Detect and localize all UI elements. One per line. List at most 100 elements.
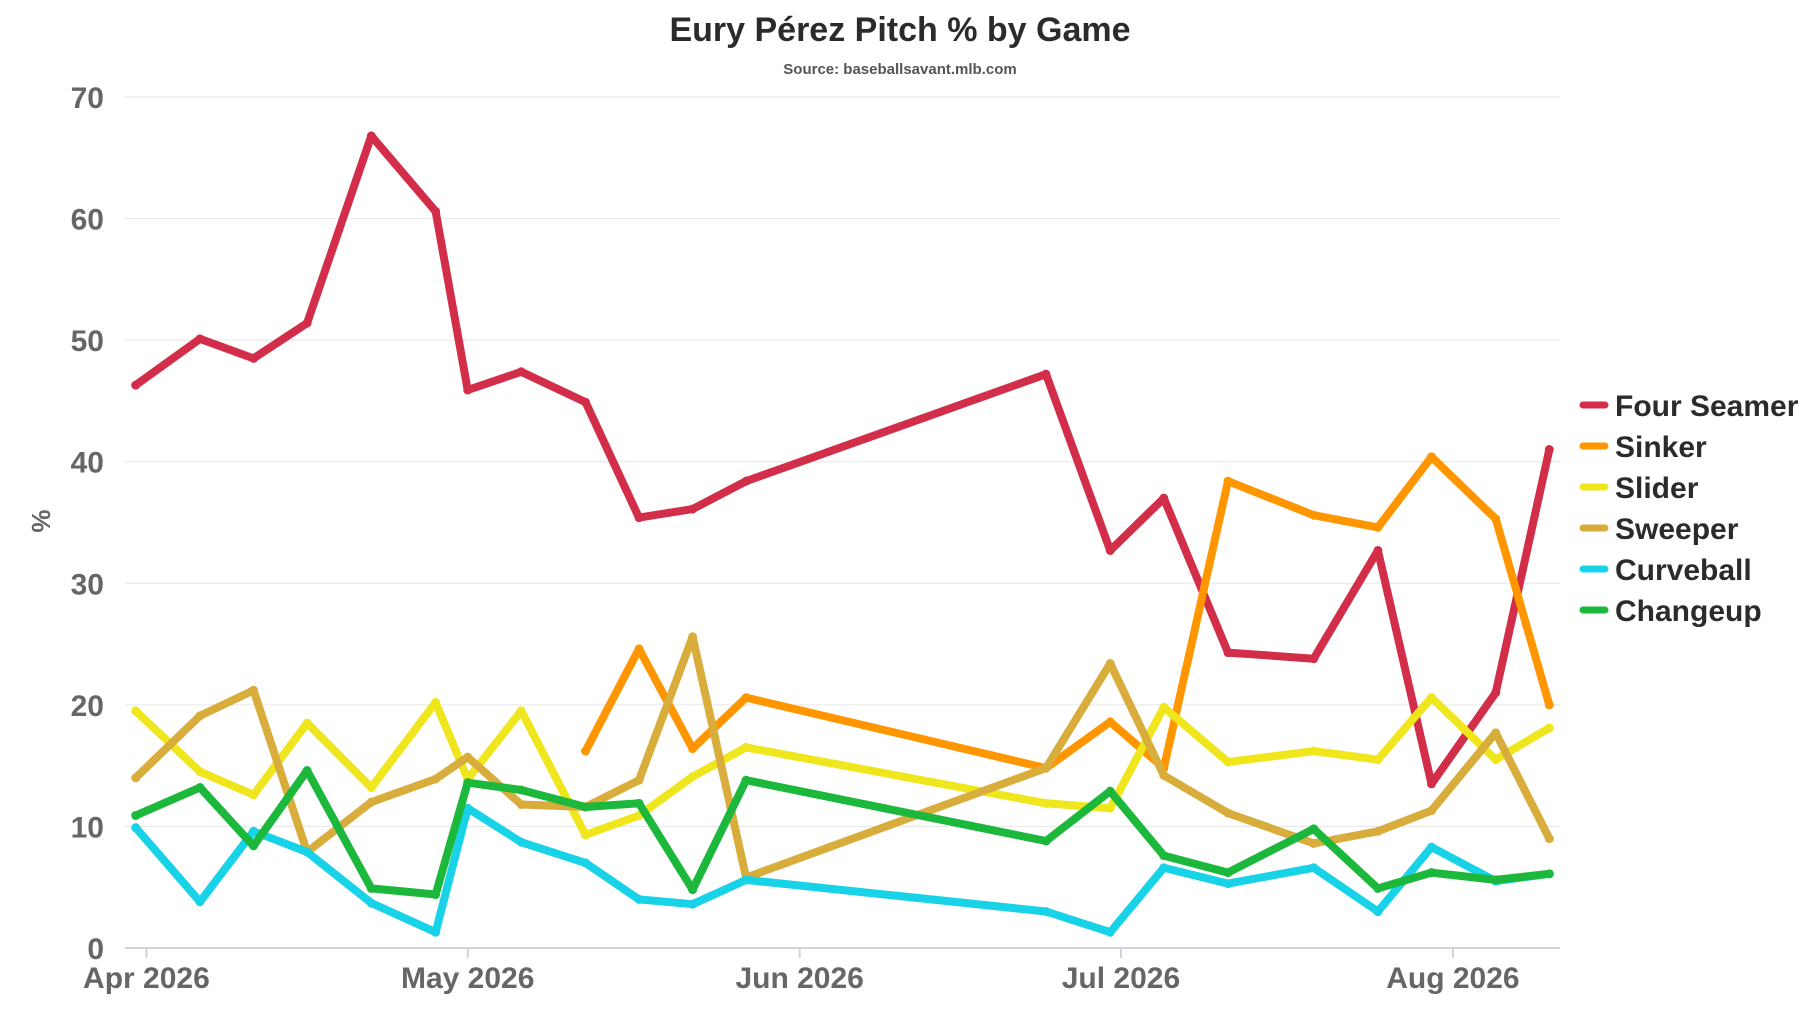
- x-tick-label: Aug 2026: [1386, 962, 1519, 995]
- data-point-changeup: [688, 885, 698, 895]
- data-point-changeup: [1105, 786, 1115, 796]
- data-point-sweeper: [1426, 806, 1436, 816]
- data-point-slider: [741, 742, 751, 752]
- data-point-four-seamer: [1223, 648, 1233, 658]
- x-tick-label: Jun 2026: [735, 962, 863, 995]
- series-changeup: [131, 766, 1554, 900]
- data-point-four-seamer: [366, 131, 376, 141]
- series-four-seamer: [131, 131, 1554, 789]
- data-point-sinker: [580, 746, 590, 756]
- legend-item-sinker[interactable]: Sinker: [1579, 431, 1707, 464]
- data-point-sweeper: [1544, 834, 1554, 844]
- data-point-sweeper: [1491, 728, 1501, 738]
- data-point-sweeper: [1105, 659, 1115, 669]
- data-point-curveball: [1041, 907, 1051, 917]
- data-point-curveball: [516, 837, 526, 847]
- data-point-curveball: [249, 826, 259, 836]
- data-point-slider: [1373, 755, 1383, 765]
- y-tick-label: 0: [87, 933, 104, 966]
- series-line-changeup: [131, 766, 1554, 899]
- y-tick-label: 60: [71, 204, 104, 237]
- legend-item-sweeper[interactable]: Sweeper: [1579, 513, 1739, 546]
- x-axis-ticks: Apr 2026 May 2026 Jun 2026 Jul 2026 Aug 2026: [83, 948, 1520, 995]
- data-point-four-seamer: [1105, 545, 1115, 555]
- data-point-curveball: [131, 823, 141, 833]
- data-point-sweeper: [463, 752, 473, 762]
- data-point-curveball: [580, 858, 590, 868]
- data-point-changeup: [431, 890, 441, 900]
- data-point-sweeper: [195, 711, 205, 721]
- data-point-curveball: [1159, 863, 1169, 873]
- data-point-slider: [1426, 693, 1436, 703]
- legend: Four Seamer Sinker Slider Sweeper Curveball C…: [1579, 390, 1799, 628]
- legend-label: Curveball: [1615, 554, 1752, 587]
- data-point-changeup: [1373, 883, 1383, 893]
- data-point-curveball: [688, 899, 698, 909]
- series-slider: [131, 693, 1554, 840]
- data-point-four-seamer: [302, 318, 312, 328]
- data-point-sweeper: [249, 685, 259, 695]
- data-point-curveball: [1223, 879, 1233, 889]
- data-point-slider: [688, 772, 698, 782]
- legend-item-changeup[interactable]: Changeup: [1579, 595, 1762, 628]
- data-point-changeup: [463, 778, 473, 788]
- data-point-changeup: [1041, 836, 1051, 846]
- data-point-curveball: [741, 875, 751, 885]
- data-point-curveball: [1373, 907, 1383, 917]
- data-point-curveball: [1105, 927, 1115, 937]
- data-point-four-seamer: [131, 380, 141, 390]
- legend-item-curveball[interactable]: Curveball: [1579, 554, 1752, 587]
- data-point-changeup: [195, 783, 205, 793]
- data-point-sinker: [1223, 476, 1233, 486]
- chart-subtitle: Source: baseballsavant.mlb.com: [783, 61, 1016, 78]
- data-point-sweeper: [1223, 808, 1233, 818]
- data-point-four-seamer: [741, 476, 751, 486]
- data-point-changeup: [1223, 868, 1233, 878]
- data-point-four-seamer: [634, 513, 644, 523]
- data-point-sweeper: [1041, 763, 1051, 773]
- data-point-slider: [1223, 757, 1233, 767]
- data-point-slider: [1491, 755, 1501, 765]
- data-point-changeup: [249, 841, 259, 851]
- data-point-sweeper: [516, 800, 526, 810]
- data-point-slider: [431, 697, 441, 707]
- data-point-sinker: [1105, 717, 1115, 727]
- data-point-changeup: [580, 802, 590, 812]
- legend-item-four-seamer[interactable]: Four Seamer: [1579, 390, 1799, 423]
- series-line-four-seamer: [131, 131, 1554, 788]
- y-tick-label: 70: [71, 82, 104, 115]
- legend-item-slider[interactable]: Slider: [1579, 472, 1699, 505]
- data-point-slider: [1105, 803, 1115, 813]
- data-point-four-seamer: [1373, 545, 1383, 555]
- data-point-four-seamer: [463, 385, 473, 395]
- data-point-four-seamer: [1544, 445, 1554, 455]
- data-point-four-seamer: [1159, 493, 1169, 503]
- legend-label: Sinker: [1615, 431, 1707, 464]
- y-tick-label: 10: [71, 811, 104, 844]
- legend-label: Changeup: [1615, 595, 1762, 628]
- data-point-sweeper: [431, 774, 441, 784]
- data-point-sweeper: [634, 775, 644, 785]
- legend-label: Four Seamer: [1615, 390, 1799, 423]
- data-point-four-seamer: [1426, 779, 1436, 789]
- data-point-four-seamer: [431, 206, 441, 216]
- series-line-sinker: [581, 452, 1554, 773]
- data-point-four-seamer: [516, 367, 526, 377]
- data-point-curveball: [302, 847, 312, 857]
- x-tick-label: Apr 2026: [83, 962, 210, 995]
- data-point-sinker: [634, 644, 644, 654]
- data-point-four-seamer: [1491, 688, 1501, 698]
- data-point-sinker: [1426, 452, 1436, 462]
- data-point-slider: [366, 783, 376, 793]
- chart-title: Eury Pérez Pitch % by Game: [669, 11, 1130, 49]
- data-point-slider: [1309, 746, 1319, 756]
- data-point-slider: [1041, 798, 1051, 808]
- data-point-sweeper: [1159, 770, 1169, 780]
- y-tick-label: 50: [71, 325, 104, 358]
- data-point-curveball: [366, 898, 376, 908]
- data-point-sinker: [741, 693, 751, 703]
- grid-lines: [125, 96, 1560, 827]
- data-point-slider: [1159, 702, 1169, 712]
- series-sweeper: [131, 632, 1554, 882]
- data-point-curveball: [1309, 863, 1319, 873]
